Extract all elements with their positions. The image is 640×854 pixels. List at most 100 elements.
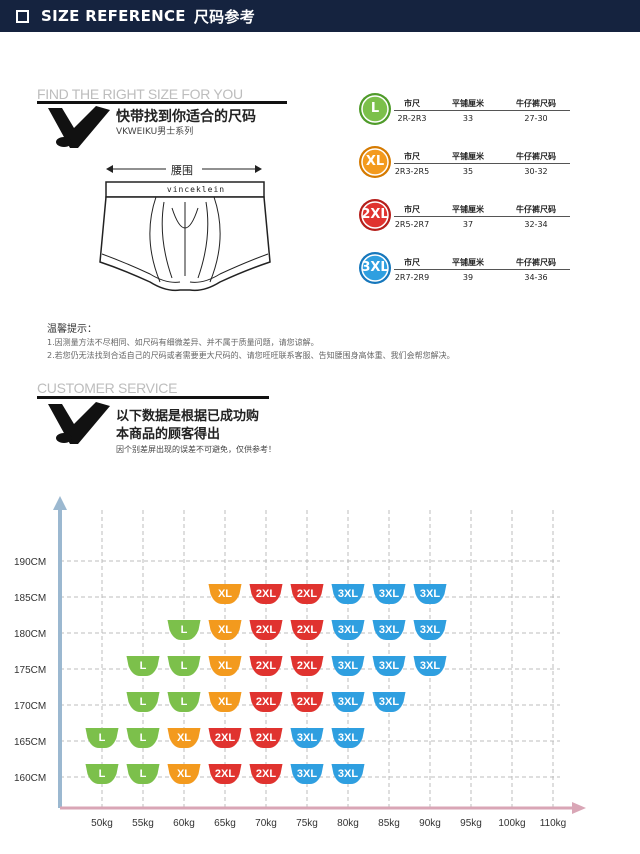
size-col-header: 市尺	[404, 258, 420, 267]
size-mark-XL	[208, 584, 242, 604]
fit-section-rule	[37, 101, 287, 104]
size-mark-label: 3XL	[338, 660, 358, 672]
size-badge-label: 3XL	[361, 260, 389, 275]
x-tick-label: 70kg	[255, 818, 277, 829]
x-tick-label: 65kg	[214, 818, 236, 829]
size-mark-L	[167, 620, 201, 640]
service-section-rule	[37, 396, 269, 399]
size-mark-L	[85, 728, 119, 748]
header-title-en: SIZE REFERENCE	[41, 7, 186, 25]
y-tick-label: 170CM	[14, 701, 46, 712]
x-tick-label: 90kg	[419, 818, 441, 829]
size-mark-2XL	[249, 620, 283, 640]
brand-text: vinceklein	[166, 185, 226, 194]
size-mark-label: 2XL	[256, 768, 276, 780]
size-col-header: 牛仔裤尺码	[516, 99, 556, 108]
size-mark-3XL	[372, 692, 406, 712]
size-mark-label: L	[181, 696, 188, 708]
size-value: 2R5-2R7	[394, 220, 430, 229]
size-mark-label: 3XL	[379, 660, 399, 672]
size-mark-label: 3XL	[297, 732, 317, 744]
size-mark-label: L	[99, 768, 106, 780]
size-col-header: 市尺	[404, 205, 420, 214]
y-tick-label: 190CM	[14, 557, 46, 568]
size-col-header: 平铺厘米	[452, 205, 484, 214]
size-mark-label: XL	[218, 588, 232, 600]
size-mark-label: 2XL	[256, 696, 276, 708]
size-value: 2R-2R3	[397, 114, 427, 123]
size-mark-3XL	[331, 584, 365, 604]
size-mark-3XL	[331, 656, 365, 676]
size-row-divider	[394, 216, 570, 217]
size-mark-label: 3XL	[338, 588, 358, 600]
size-mark-L	[126, 656, 160, 676]
size-badge-L: L	[358, 92, 396, 134]
square-icon	[16, 9, 29, 23]
size-mark-label: 2XL	[215, 732, 235, 744]
service-section-heading: CUSTOMER SERVICE	[37, 380, 178, 396]
v-logo-icon	[48, 106, 110, 148]
size-mark-L	[126, 728, 160, 748]
x-tick-label: 60kg	[173, 818, 195, 829]
size-mark-L	[167, 692, 201, 712]
header-title-cn: 尺码参考	[193, 7, 256, 26]
tips-block: 温馨提示： 1.因测量方法不尽相同、如尺码有细微差异、并不属于质量问题，请您谅解…	[47, 323, 455, 362]
size-mark-L	[126, 764, 160, 784]
size-mark-label: L	[181, 660, 188, 672]
size-mark-label: XL	[218, 624, 232, 636]
size-value: 35	[462, 167, 474, 176]
size-mark-3XL	[372, 584, 406, 604]
service-line-1: 以下数据是根据已成功购	[116, 409, 260, 424]
size-badge-XL: XL	[358, 145, 396, 187]
size-badge-label: 2XL	[361, 207, 389, 222]
size-mark-label: 3XL	[338, 768, 358, 780]
size-mark-label: 2XL	[215, 768, 235, 780]
size-badge-2XL: 2XL	[358, 198, 396, 240]
size-col-header: 平铺厘米	[452, 152, 484, 161]
size-chart: 160CM 165CM 170CM 175CM 180CM 185CM 190CM 50kg 5…	[14, 496, 586, 829]
size-mark-3XL	[331, 620, 365, 640]
size-mark-L	[167, 656, 201, 676]
x-tick-label: 75kg	[296, 818, 318, 829]
tips-line-2: 2.若您仍无法找到合适自己的尺码或者需要更大尺码的、请您旺旺联系客服、告知腰围身…	[47, 351, 455, 360]
size-mark-3XL	[331, 764, 365, 784]
size-col-header: 市尺	[404, 152, 420, 161]
service-line-2: 本商品的顾客得出	[116, 427, 221, 442]
size-value: 33	[462, 114, 474, 123]
size-mark-3XL	[413, 656, 447, 676]
size-value: 32-34	[524, 220, 548, 229]
size-mark-3XL	[413, 620, 447, 640]
size-mark-2XL	[249, 764, 283, 784]
size-mark-label: L	[140, 696, 147, 708]
fit-section-heading: FIND THE RIGHT SIZE FOR YOU	[37, 86, 243, 102]
v-logo-icon-2	[48, 402, 110, 444]
size-circle-icon	[359, 146, 391, 178]
size-mark-3XL	[413, 584, 447, 604]
size-mark-3XL	[290, 728, 324, 748]
size-mark-3XL	[290, 764, 324, 784]
size-circle-icon	[359, 93, 391, 125]
header-bar: SIZE REFERENCE 尺码参考	[0, 0, 640, 32]
y-axis-arrow-icon	[53, 496, 67, 510]
size-mark-label: 2XL	[297, 696, 317, 708]
size-row-divider	[394, 110, 570, 111]
size-mark-label: L	[140, 768, 147, 780]
x-tick-label: 110kg	[540, 818, 567, 829]
size-col-header: 牛仔裤尺码	[516, 205, 556, 214]
size-mark-label: L	[99, 732, 106, 744]
size-row-divider	[394, 269, 570, 270]
size-mark-3XL	[372, 656, 406, 676]
size-badge-3XL: 3XL	[358, 251, 396, 293]
size-mark-2XL	[290, 584, 324, 604]
y-tick-label: 165CM	[14, 737, 46, 748]
size-row-divider	[394, 163, 570, 164]
waist-arrow-icon	[106, 165, 262, 173]
size-circle-icon	[359, 252, 391, 284]
size-mark-label: 3XL	[420, 624, 440, 636]
size-mark-3XL	[372, 620, 406, 640]
size-mark-label: L	[181, 624, 188, 636]
size-col-header: 市尺	[404, 99, 420, 108]
size-mark-2XL	[208, 728, 242, 748]
waist-label: 腰围	[171, 164, 193, 177]
size-mark-label: L	[140, 660, 147, 672]
